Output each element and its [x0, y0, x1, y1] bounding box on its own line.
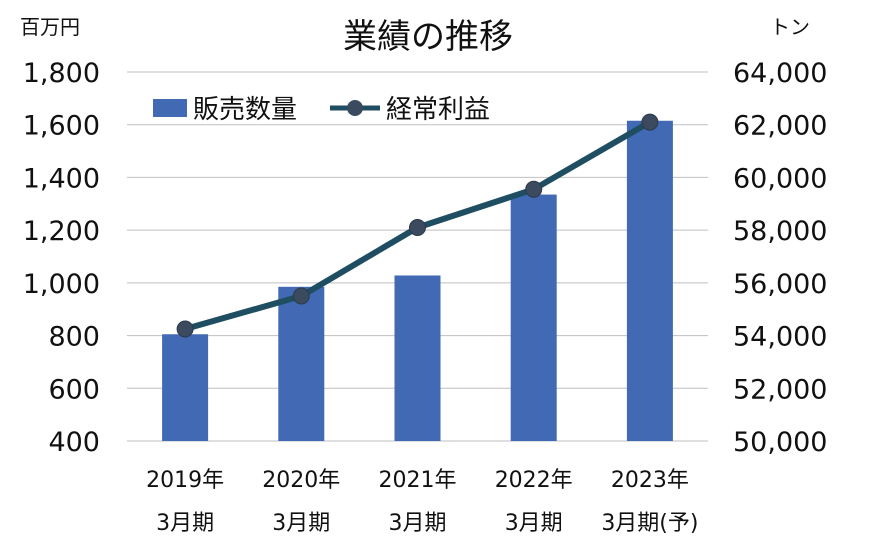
right-axis-tick-label: 62,000 [733, 111, 827, 142]
line-point [292, 287, 310, 305]
line-series [176, 113, 659, 338]
category-labels: 2019年 3月期 2020年 3月期 2021年 3月期 2022年 3月期 2023年 3月期… [146, 468, 698, 536]
right-axis-tick-label: 52,000 [733, 374, 827, 405]
right-axis-tick-label: 50,000 [733, 427, 827, 458]
line-point [409, 219, 426, 237]
bar [278, 286, 325, 441]
right-axis-tick-label: 56,000 [733, 269, 827, 300]
bar [162, 334, 209, 441]
left-axis-tick-label: 600 [48, 374, 100, 405]
right-axis-tick-label: 58,000 [733, 216, 827, 247]
category-label-year: 2023年 [611, 468, 689, 493]
bar [626, 120, 673, 441]
left-axis-tick-label: 800 [48, 322, 100, 353]
legend-swatch-bar [153, 99, 187, 117]
bar [510, 194, 557, 441]
left-axis-ticks: 400 600 800 1,000 1,200 1,400 1,600 1,800 [23, 58, 100, 458]
category-label-year: 2020年 [262, 468, 340, 493]
line-point [641, 113, 659, 131]
category-label-period: 3月期(予) [601, 511, 698, 536]
category-label-year: 2019年 [146, 468, 224, 493]
right-axis-ticks: 50,000 52,000 54,000 56,000 58,000 60,000 62,0… [733, 58, 827, 458]
category-label-year: 2022年 [495, 468, 573, 493]
left-axis-tick-label: 1,000 [23, 269, 100, 300]
legend-label-bar: 販売数量 [193, 95, 297, 125]
right-axis-tick-label: 64,000 [733, 58, 827, 89]
legend: 販売数量 経常利益 [153, 95, 490, 125]
chart-title: 業績の推移 [343, 17, 513, 57]
category-label-period: 3月期 [156, 511, 214, 536]
left-axis-tick-label: 1,400 [23, 163, 100, 194]
category-label-period: 3月期 [389, 511, 447, 536]
line-point [525, 180, 543, 198]
left-axis-tick-label: 1,200 [23, 216, 100, 247]
right-unit-label: トン [770, 15, 810, 39]
bar-series [162, 120, 673, 441]
left-axis-tick-label: 1,600 [23, 111, 100, 142]
line-point [176, 320, 194, 338]
left-axis-tick-label: 1,800 [23, 58, 100, 89]
right-axis-tick-label: 60,000 [733, 163, 827, 194]
legend-label-line: 経常利益 [386, 95, 490, 125]
category-label-year: 2021年 [379, 468, 457, 493]
category-label-period: 3月期 [272, 511, 330, 536]
legend-swatch-marker [347, 100, 363, 116]
left-axis-tick-label: 400 [48, 427, 100, 458]
bar [394, 275, 441, 441]
right-axis-tick-label: 54,000 [733, 322, 827, 353]
left-unit-label: 百万円 [20, 15, 80, 39]
category-label-period: 3月期 [505, 511, 563, 536]
